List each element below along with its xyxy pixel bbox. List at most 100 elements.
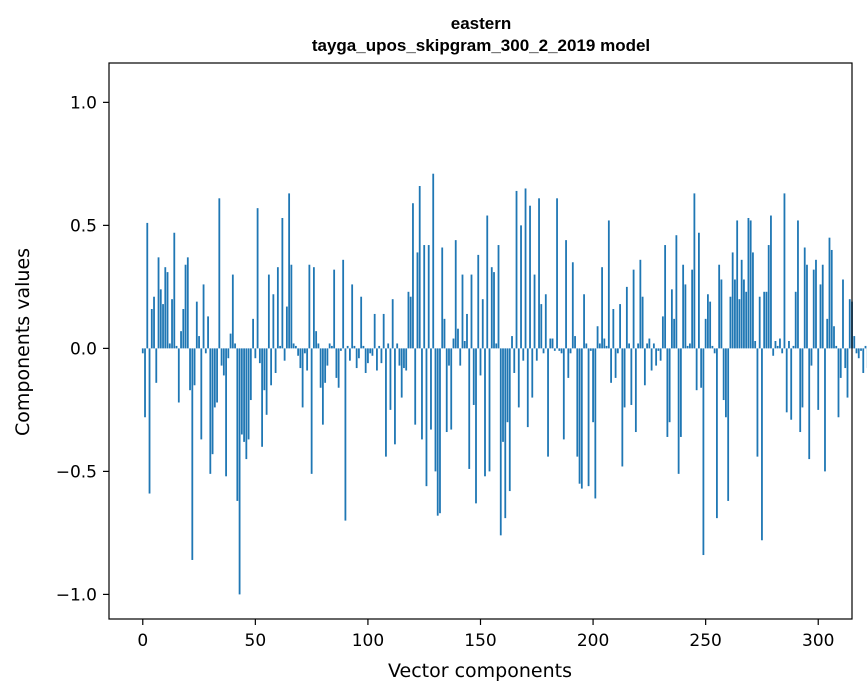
bar-143	[463, 341, 466, 349]
bar-172	[529, 205, 531, 349]
bar-300	[817, 348, 820, 410]
bar-130	[434, 348, 437, 472]
bar-121	[414, 348, 417, 425]
bar-0	[141, 348, 144, 354]
bar-74	[308, 264, 311, 349]
bar-48	[249, 348, 252, 401]
y-tick-label-3: −0.5	[56, 462, 97, 482]
bar-224	[646, 343, 649, 349]
bar-307	[833, 326, 835, 349]
bar-258	[722, 348, 725, 401]
bar-150	[479, 348, 482, 376]
bar-236	[673, 318, 676, 349]
bar-58	[272, 294, 275, 349]
bar-51	[256, 208, 259, 349]
y-tick-label-1: 0.5	[70, 216, 97, 236]
bar-93	[351, 284, 354, 349]
bar-248	[700, 348, 703, 388]
bar-191	[571, 262, 574, 349]
bar-77	[315, 331, 318, 349]
bar-91	[346, 345, 349, 349]
bar-151	[481, 299, 484, 349]
bar-112	[394, 348, 396, 445]
bar-148	[475, 348, 477, 504]
bar-158	[497, 245, 500, 349]
bar-299	[815, 259, 817, 349]
bar-22	[191, 348, 194, 560]
bar-292	[799, 348, 802, 433]
bar-81	[324, 348, 327, 383]
bar-92	[349, 348, 351, 361]
bar-136	[448, 348, 450, 366]
y-tick-label-0: 1.0	[70, 93, 97, 113]
bar-137	[450, 348, 453, 430]
bar-40	[231, 274, 234, 349]
bar-295	[806, 264, 808, 349]
bar-57	[270, 348, 273, 386]
bar-227	[652, 343, 655, 349]
bar-90	[344, 348, 347, 521]
bar-157	[495, 343, 498, 349]
bar-46	[245, 348, 248, 460]
bar-49	[252, 318, 254, 349]
y-tick-label-4: −1.0	[56, 585, 97, 605]
bar-38	[227, 348, 230, 359]
bar-303	[824, 348, 826, 472]
bar-231	[661, 316, 664, 349]
bar-206	[605, 345, 608, 349]
bar-169	[522, 348, 525, 361]
bar-161	[504, 348, 507, 519]
bar-21	[189, 348, 191, 391]
bar-304	[826, 318, 829, 349]
bar-31	[211, 348, 214, 455]
bar-184	[556, 198, 558, 349]
bar-256	[718, 264, 721, 349]
bar-123	[418, 186, 421, 349]
bar-305	[828, 237, 831, 349]
bar-7	[157, 257, 160, 349]
bar-228	[655, 348, 658, 366]
bar-230	[659, 348, 662, 361]
bar-141	[459, 348, 462, 366]
bar-207	[607, 220, 610, 349]
bar-104	[376, 348, 378, 371]
bar-276	[763, 291, 766, 349]
bar-69	[297, 348, 300, 356]
bar-249	[702, 348, 705, 556]
bar-199	[589, 348, 592, 351]
bar-210	[614, 348, 617, 378]
bar-220	[637, 343, 640, 349]
bar-170	[524, 188, 527, 349]
bar-254	[713, 348, 716, 354]
bar-216	[628, 343, 630, 349]
bar-11	[166, 272, 169, 349]
bar-195	[580, 348, 583, 489]
bar-165	[513, 348, 516, 373]
bar-240	[682, 264, 685, 349]
bar-79	[319, 348, 322, 388]
bar-120	[412, 203, 414, 349]
bar-298	[812, 269, 815, 349]
bar-174	[533, 274, 536, 349]
bar-289	[792, 345, 795, 349]
bar-124	[421, 348, 423, 440]
bar-68	[294, 345, 297, 349]
bar-259	[725, 348, 727, 418]
bar-108	[385, 348, 387, 457]
bar-2	[146, 222, 149, 349]
bar-272	[754, 341, 757, 349]
y-tick-label-2: 0.0	[70, 339, 97, 359]
bar-45	[243, 348, 245, 442]
bar-88	[340, 348, 342, 351]
bar-52	[258, 348, 261, 364]
bar-311	[842, 279, 844, 349]
bar-202	[596, 326, 599, 349]
bar-281	[774, 341, 777, 349]
bar-27	[202, 284, 205, 349]
bar-205	[603, 338, 606, 349]
bar-218	[632, 269, 635, 349]
bar-135	[445, 348, 448, 433]
x-tick-label-4: 200	[577, 631, 609, 651]
bar-89	[342, 259, 345, 349]
bar-153	[486, 215, 489, 349]
